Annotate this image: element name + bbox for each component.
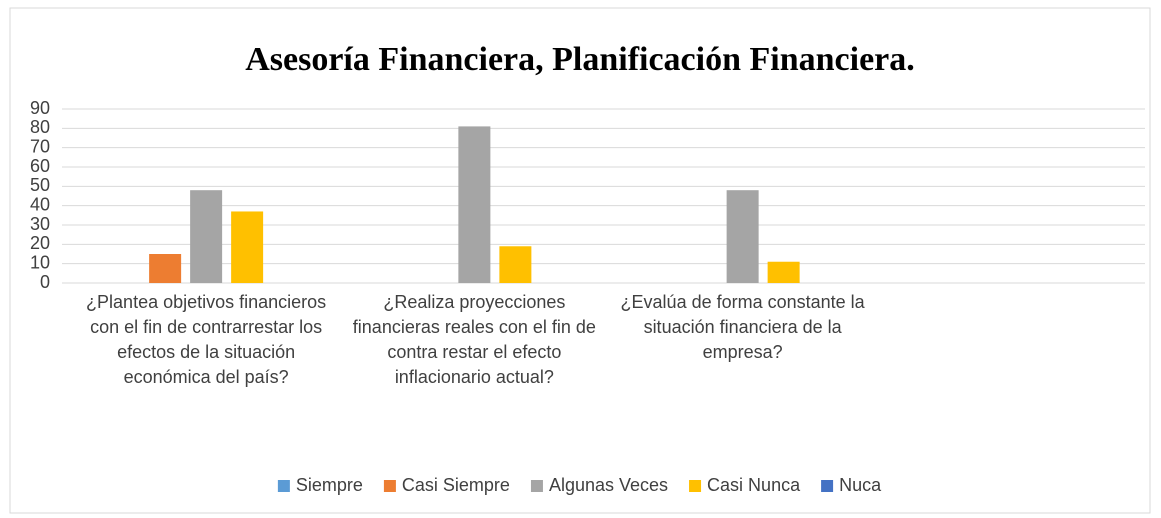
bar [458,126,491,284]
bar [767,261,800,283]
y-tick-label: 60 [30,156,50,176]
y-tick-label: 70 [30,136,50,156]
legend-swatch [383,480,396,492]
legend-swatch [821,480,834,492]
legend-label: Siempre [296,475,363,495]
legend-swatch [530,480,543,492]
legend-label: Casi Nunca [707,475,801,495]
x-tick-label: ¿Evalúa de forma constante la situación … [620,292,865,362]
legend-label: Nuca [839,475,882,495]
legend-label: Casi Siempre [402,475,510,495]
bar [726,190,759,283]
x-tick-label: ¿Plantea objetivos financieros con el fi… [86,292,327,387]
y-tick-label: 50 [30,175,50,195]
legend-label: Algunas Veces [549,475,668,495]
y-tick-label: 90 [30,98,50,118]
legend-swatch [689,480,702,492]
bar [149,254,182,283]
y-tick-label: 0 [40,272,50,292]
y-tick-label: 40 [30,194,50,214]
legend-swatch [277,480,290,492]
y-tick-label: 80 [30,117,50,137]
bar [231,211,264,283]
y-tick-label: 20 [30,233,50,253]
bar [499,246,532,283]
x-tick-label: ¿Realiza proyecciones financieras reales… [352,292,596,387]
y-tick-label: 10 [30,252,50,272]
bar [190,190,223,283]
chart-title: Asesoría Financiera, Planificación Finan… [245,41,915,78]
y-tick-label: 30 [30,214,50,234]
